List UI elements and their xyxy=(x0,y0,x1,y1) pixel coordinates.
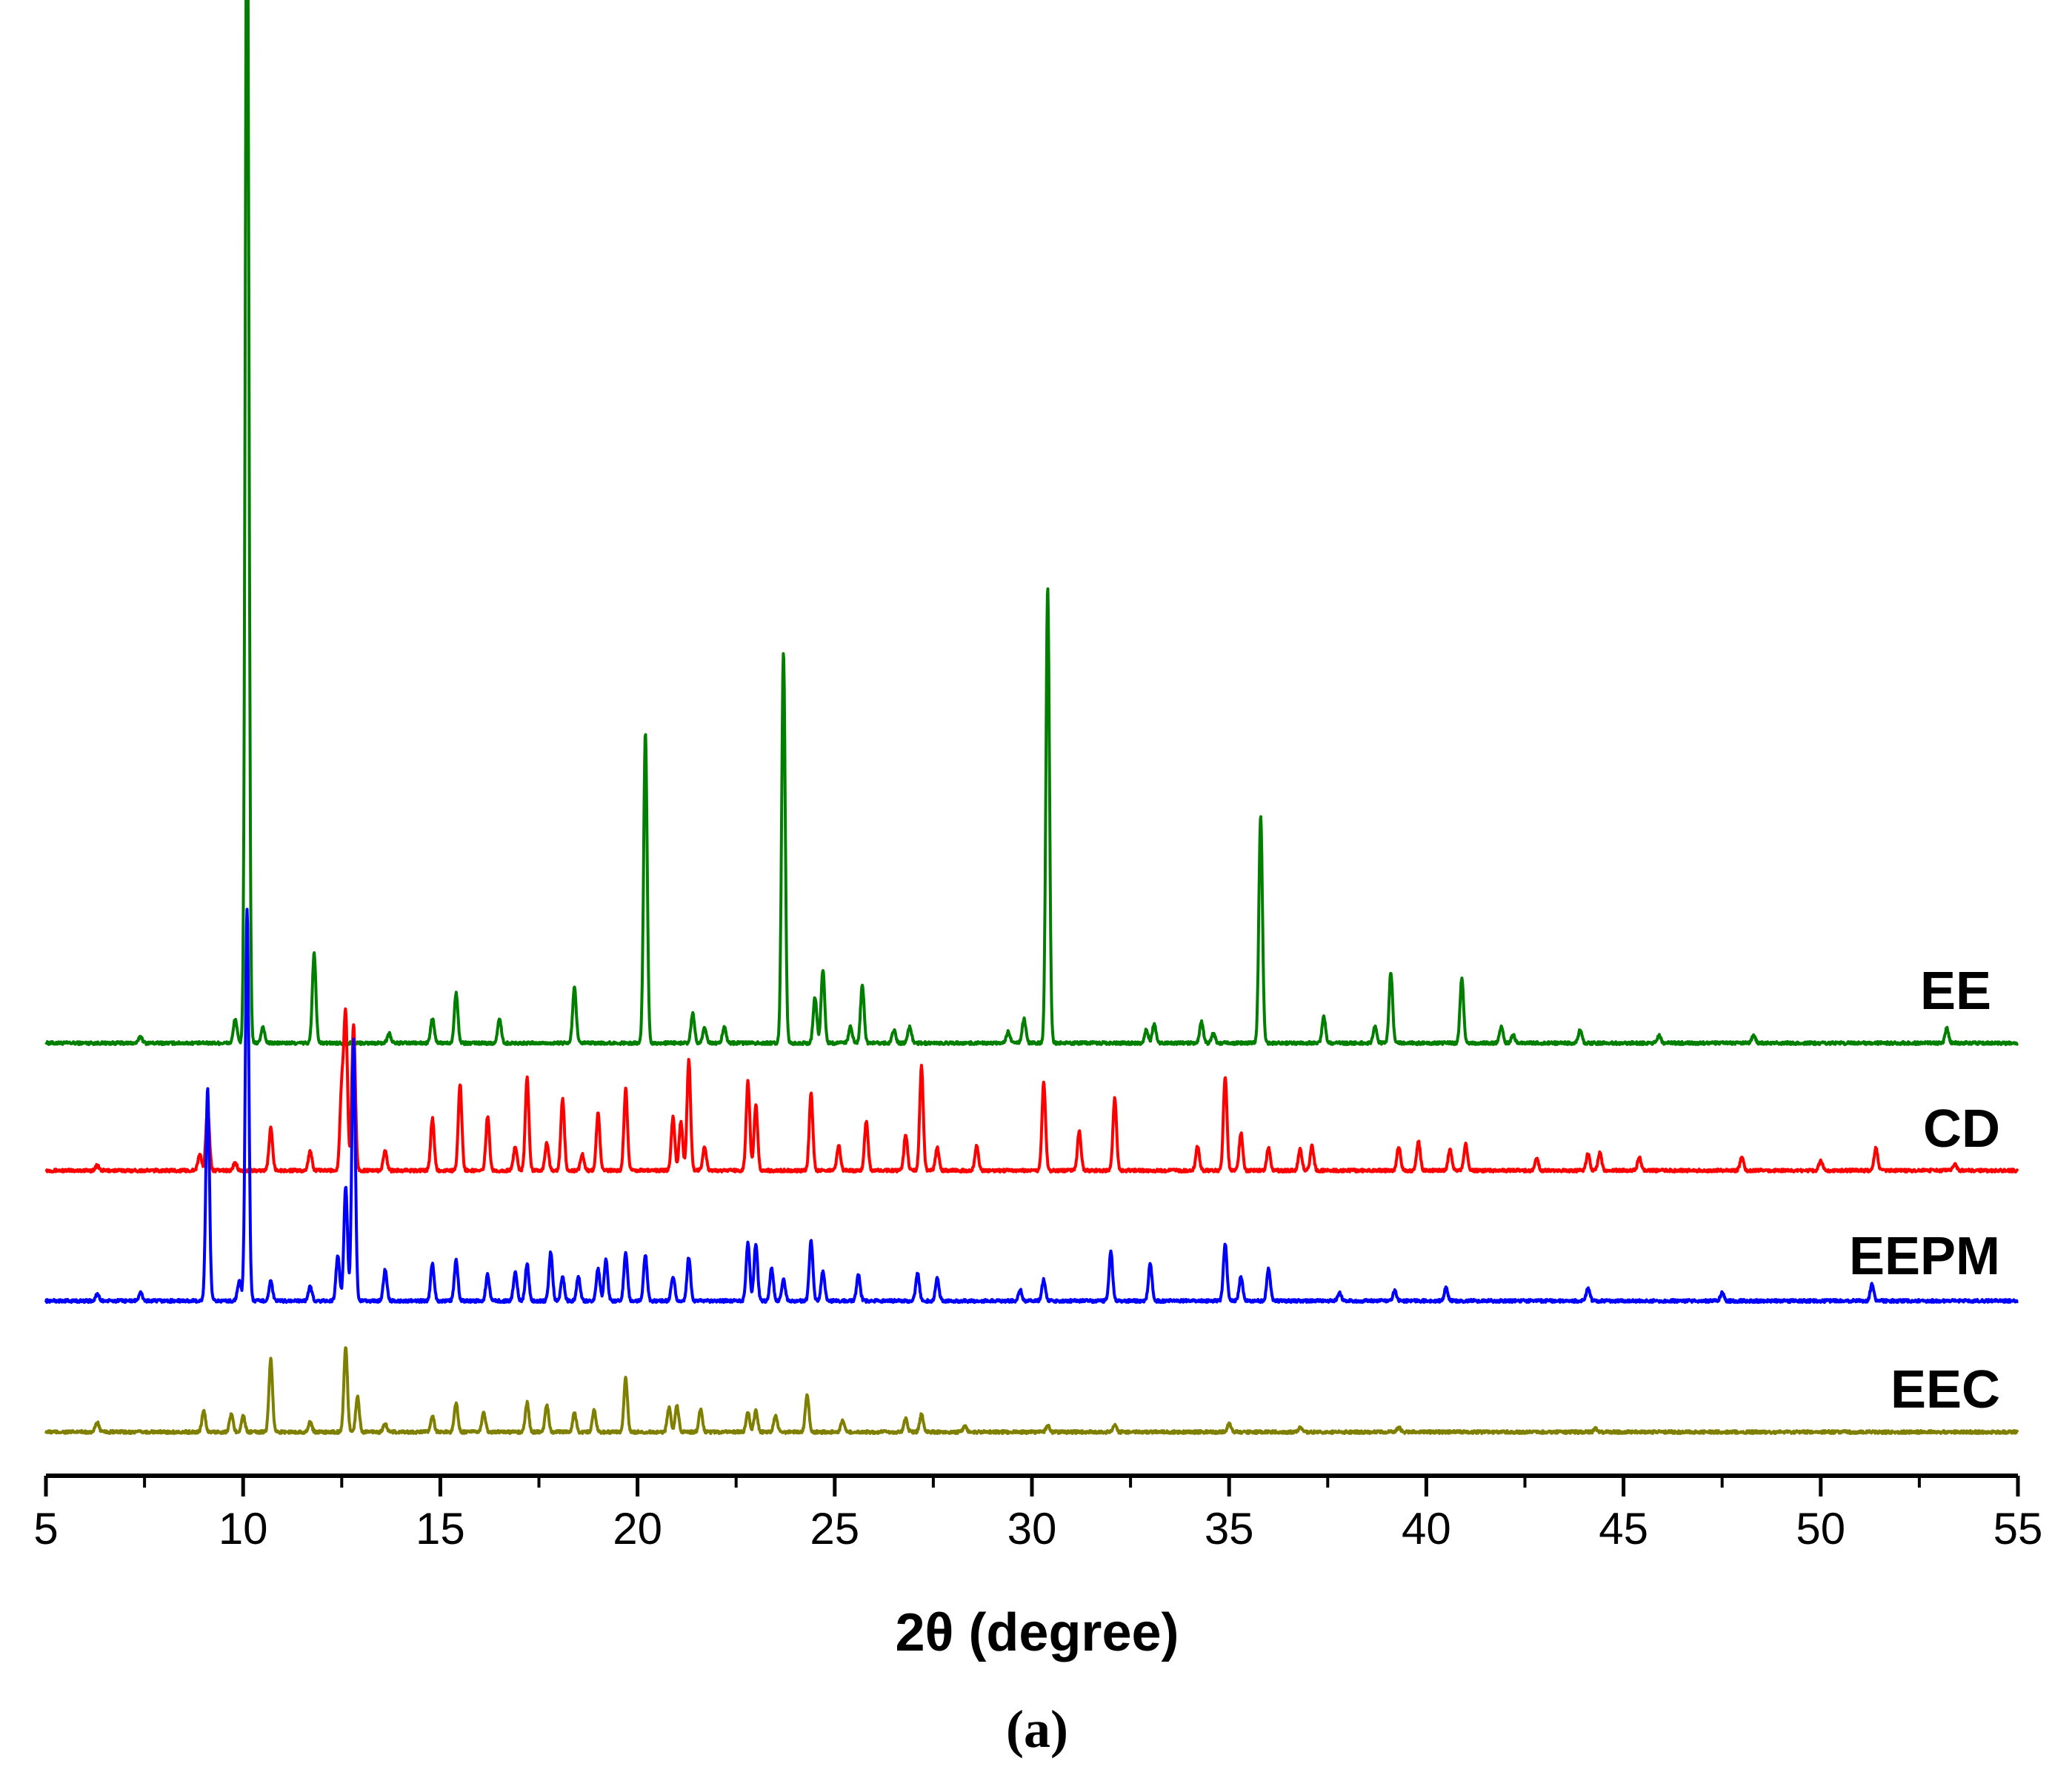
panel-caption: (a) xyxy=(1006,1699,1068,1759)
x-tick-label: 50 xyxy=(1796,1504,1845,1554)
series-line-eepm xyxy=(44,908,2019,1304)
series-labels: EE CD EEPM EEC xyxy=(1849,962,2000,1419)
x-ticks: 5 10 15 20 25 30 35 40 45 50 55 xyxy=(33,1476,2042,1554)
series-label-ee: EE xyxy=(1920,962,1991,1021)
x-tick-label: 25 xyxy=(810,1504,859,1554)
series-layer xyxy=(44,0,2019,1435)
x-tick-label: 10 xyxy=(219,1504,268,1554)
series-line-eec xyxy=(44,1346,2019,1435)
series-label-eepm: EEPM xyxy=(1849,1227,2000,1286)
series-label-eec: EEC xyxy=(1891,1360,2000,1419)
x-axis-title: 2θ (degree) xyxy=(895,1603,1179,1662)
x-tick-label: 5 xyxy=(33,1504,58,1554)
x-tick-label: 30 xyxy=(1007,1504,1057,1554)
series-line-ee xyxy=(44,0,2019,1046)
x-tick-label: 55 xyxy=(1993,1504,2043,1554)
x-tick-label: 15 xyxy=(416,1504,465,1554)
series-line-cd xyxy=(44,1007,2019,1173)
x-tick-label: 45 xyxy=(1599,1504,1648,1554)
x-tick-label: 20 xyxy=(613,1504,662,1554)
series-label-cd: CD xyxy=(1923,1099,2000,1159)
x-tick-label: 40 xyxy=(1402,1504,1451,1554)
x-tick-label: 35 xyxy=(1205,1504,1254,1554)
